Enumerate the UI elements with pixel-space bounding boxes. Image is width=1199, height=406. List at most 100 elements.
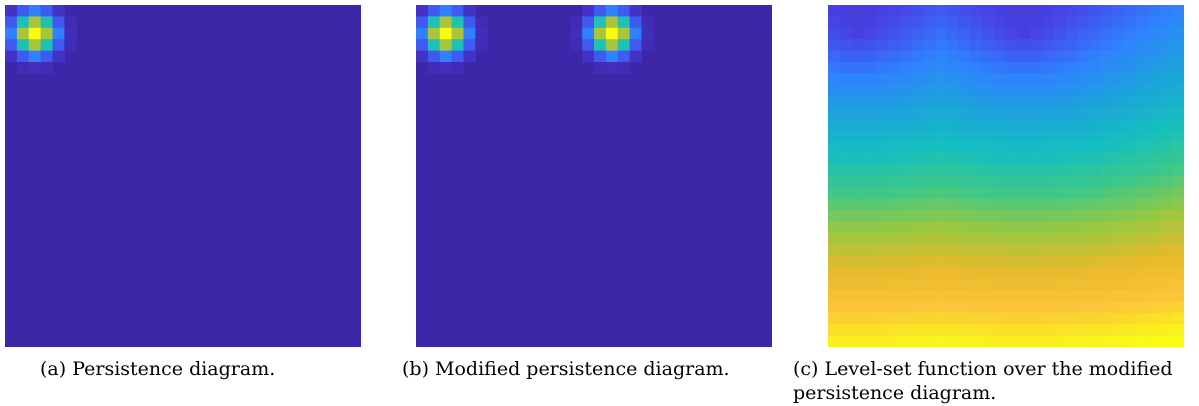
heatmap-cell bbox=[851, 255, 865, 268]
heatmap-cell bbox=[5, 16, 18, 29]
heatmap-cell bbox=[1029, 255, 1043, 268]
heatmap-cell bbox=[1112, 96, 1126, 109]
heatmap-cell bbox=[851, 244, 865, 257]
heatmap-cell bbox=[911, 290, 924, 302]
heatmap-cell bbox=[899, 5, 912, 17]
heatmap-cell bbox=[946, 278, 960, 291]
heatmap-cell bbox=[994, 187, 1007, 200]
heatmap-cell bbox=[1148, 267, 1161, 280]
heatmap-cell bbox=[52, 39, 65, 52]
heatmap-cell bbox=[1112, 210, 1126, 223]
heatmap-cell bbox=[863, 187, 877, 200]
heatmap-cell bbox=[439, 16, 453, 29]
heatmap-cell bbox=[922, 267, 936, 280]
heatmap-cell bbox=[1160, 187, 1173, 200]
heatmap-cell bbox=[1148, 16, 1161, 29]
heatmap-cell bbox=[1112, 164, 1126, 177]
heatmap-cell bbox=[1006, 278, 1019, 291]
heatmap-cell bbox=[1041, 141, 1055, 154]
heatmap-cell bbox=[828, 39, 841, 52]
heatmap-cell bbox=[982, 312, 995, 325]
heatmap-cell bbox=[863, 96, 877, 109]
heatmap-cell bbox=[1041, 153, 1055, 166]
heatmap-cell bbox=[863, 301, 877, 314]
heatmap-cell bbox=[982, 290, 995, 302]
heatmap-cell bbox=[934, 130, 948, 143]
heatmap-cell bbox=[1124, 233, 1138, 245]
heatmap-cell bbox=[1124, 5, 1138, 17]
heatmap-cell bbox=[1077, 176, 1090, 188]
heatmap-cell bbox=[1053, 221, 1066, 234]
heatmap-cell bbox=[1100, 5, 1114, 17]
heatmap-cell bbox=[839, 62, 853, 74]
heatmap-cell bbox=[1148, 278, 1161, 291]
heatmap-cell bbox=[1053, 84, 1066, 97]
heatmap-cell bbox=[899, 119, 912, 131]
heatmap-cell bbox=[1065, 50, 1078, 63]
heatmap-cell bbox=[1017, 244, 1031, 257]
heatmap-cell bbox=[1006, 301, 1019, 314]
heatmap-cell bbox=[994, 301, 1007, 314]
heatmap-cell bbox=[851, 107, 865, 120]
heatmap-cell bbox=[1160, 278, 1173, 291]
heatmap-cell bbox=[875, 255, 888, 268]
heatmap-cell bbox=[1077, 244, 1090, 257]
heatmap-cell bbox=[839, 119, 853, 131]
heatmap-cell bbox=[1089, 278, 1102, 291]
heatmap-cell bbox=[1041, 233, 1055, 245]
heatmap-cell bbox=[875, 62, 888, 74]
heatmap-cell bbox=[1160, 141, 1173, 154]
heatmap-cell bbox=[839, 301, 853, 314]
heatmap-cell bbox=[1172, 233, 1184, 245]
heatmap-cell bbox=[1006, 244, 1019, 257]
heatmap-cell bbox=[863, 73, 877, 86]
modified-persistence-diagram-heatmap bbox=[416, 5, 772, 347]
heatmap-cell bbox=[439, 50, 453, 63]
heatmap-cell bbox=[1041, 62, 1055, 74]
heatmap-cell bbox=[851, 73, 865, 86]
heatmap-cell bbox=[1065, 301, 1078, 314]
heatmap-cell bbox=[439, 27, 453, 40]
heatmap-cell bbox=[1089, 130, 1102, 143]
heatmap-cell bbox=[875, 210, 888, 223]
heatmap-c bbox=[828, 5, 1184, 347]
heatmap-cell bbox=[934, 198, 948, 211]
heatmap-cell bbox=[1136, 107, 1149, 120]
heatmap-cell bbox=[899, 324, 912, 337]
heatmap-cell bbox=[1148, 301, 1161, 314]
heatmap-cell bbox=[1136, 73, 1149, 86]
heatmap-cell bbox=[1089, 96, 1102, 109]
heatmap-cell bbox=[863, 312, 877, 325]
heatmap-cell bbox=[1065, 290, 1078, 302]
heatmap-cell bbox=[1017, 96, 1031, 109]
heatmap-cell bbox=[439, 39, 453, 52]
heatmap-cell bbox=[887, 96, 900, 109]
heatmap-cell bbox=[863, 130, 877, 143]
heatmap-cell bbox=[875, 16, 888, 29]
heatmap-cell bbox=[1029, 39, 1043, 52]
heatmap-cell bbox=[1089, 164, 1102, 177]
heatmap-cell bbox=[958, 233, 971, 245]
heatmap-cell bbox=[851, 5, 865, 17]
heatmap-cell bbox=[934, 107, 948, 120]
heatmap-cell bbox=[1077, 119, 1090, 131]
heatmap-cell bbox=[1077, 27, 1090, 40]
heatmap-cell bbox=[982, 73, 995, 86]
heatmap-cell bbox=[1124, 176, 1138, 188]
heatmap-cell bbox=[1160, 290, 1173, 302]
heatmap-cell bbox=[1100, 278, 1114, 291]
heatmap-cell bbox=[851, 164, 865, 177]
heatmap-cell bbox=[958, 16, 971, 29]
heatmap-cell bbox=[1029, 84, 1043, 97]
heatmap-cell bbox=[875, 50, 888, 63]
heatmap-cell bbox=[970, 73, 983, 86]
heatmap-cell bbox=[1172, 312, 1184, 325]
heatmap-cell bbox=[1112, 73, 1126, 86]
heatmap-cell bbox=[922, 16, 936, 29]
heatmap-cell bbox=[934, 187, 948, 200]
heatmap-cell bbox=[1017, 324, 1031, 337]
heatmap-cell bbox=[887, 50, 900, 63]
heatmap-cell bbox=[839, 164, 853, 177]
heatmap-cell bbox=[839, 5, 853, 17]
heatmap-cell bbox=[934, 255, 948, 268]
